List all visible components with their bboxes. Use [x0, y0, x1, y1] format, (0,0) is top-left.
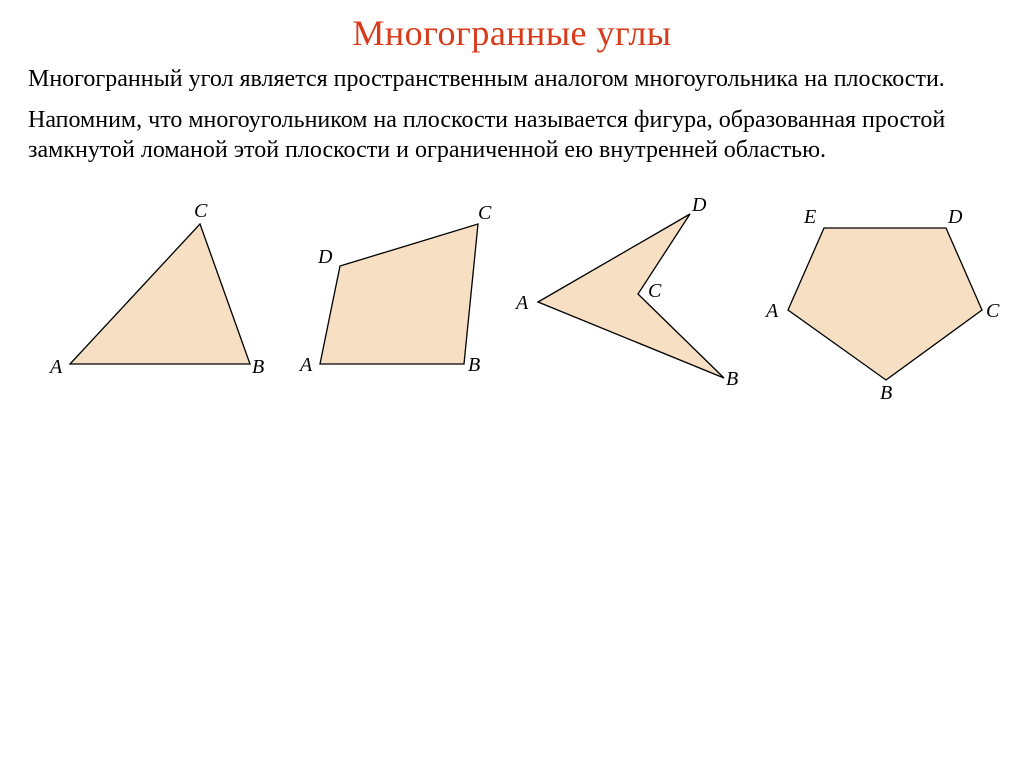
polygon-icon — [300, 204, 520, 404]
shape-quadrilateral: A B C D — [300, 204, 520, 404]
page-title: Многогранные углы — [0, 12, 1024, 54]
vertex-label-E: E — [804, 206, 816, 229]
vertex-label-B: B — [468, 354, 480, 377]
vertex-label-A: A — [766, 300, 778, 323]
vertex-label-B: B — [880, 382, 892, 405]
vertex-label-C: C — [986, 300, 999, 323]
polygon-icon — [770, 206, 1000, 406]
shape-triangle: ABC — [50, 206, 290, 406]
vertex-label-C: C — [478, 202, 491, 225]
page: Многогранные углы Многогранный угол явля… — [0, 12, 1024, 767]
vertex-label-A: A — [516, 292, 528, 315]
figure-row: A B C A B C D A B C D A B C D E — [0, 176, 1024, 496]
paragraph-2: Напомним, что многоугольником на плоскос… — [28, 105, 996, 166]
vertex-label-B: B — [726, 368, 738, 391]
vertex-label-C: C — [648, 280, 661, 303]
shape-pentagon: ABCDE — [770, 206, 1000, 406]
vertex-label-D: D — [692, 194, 706, 217]
vertex-label-D: D — [948, 206, 962, 229]
polygon-icon — [520, 200, 760, 410]
shape-concave-quad: ABCD — [520, 200, 760, 410]
vertex-label-D: D — [318, 246, 332, 269]
vertex-label-B: B — [252, 356, 264, 379]
paragraph-1: Многогранный угол является пространствен… — [28, 64, 996, 95]
vertex-label-A: A — [300, 354, 312, 377]
vertex-label-A: A — [50, 356, 62, 379]
vertex-label-C: C — [194, 200, 207, 223]
